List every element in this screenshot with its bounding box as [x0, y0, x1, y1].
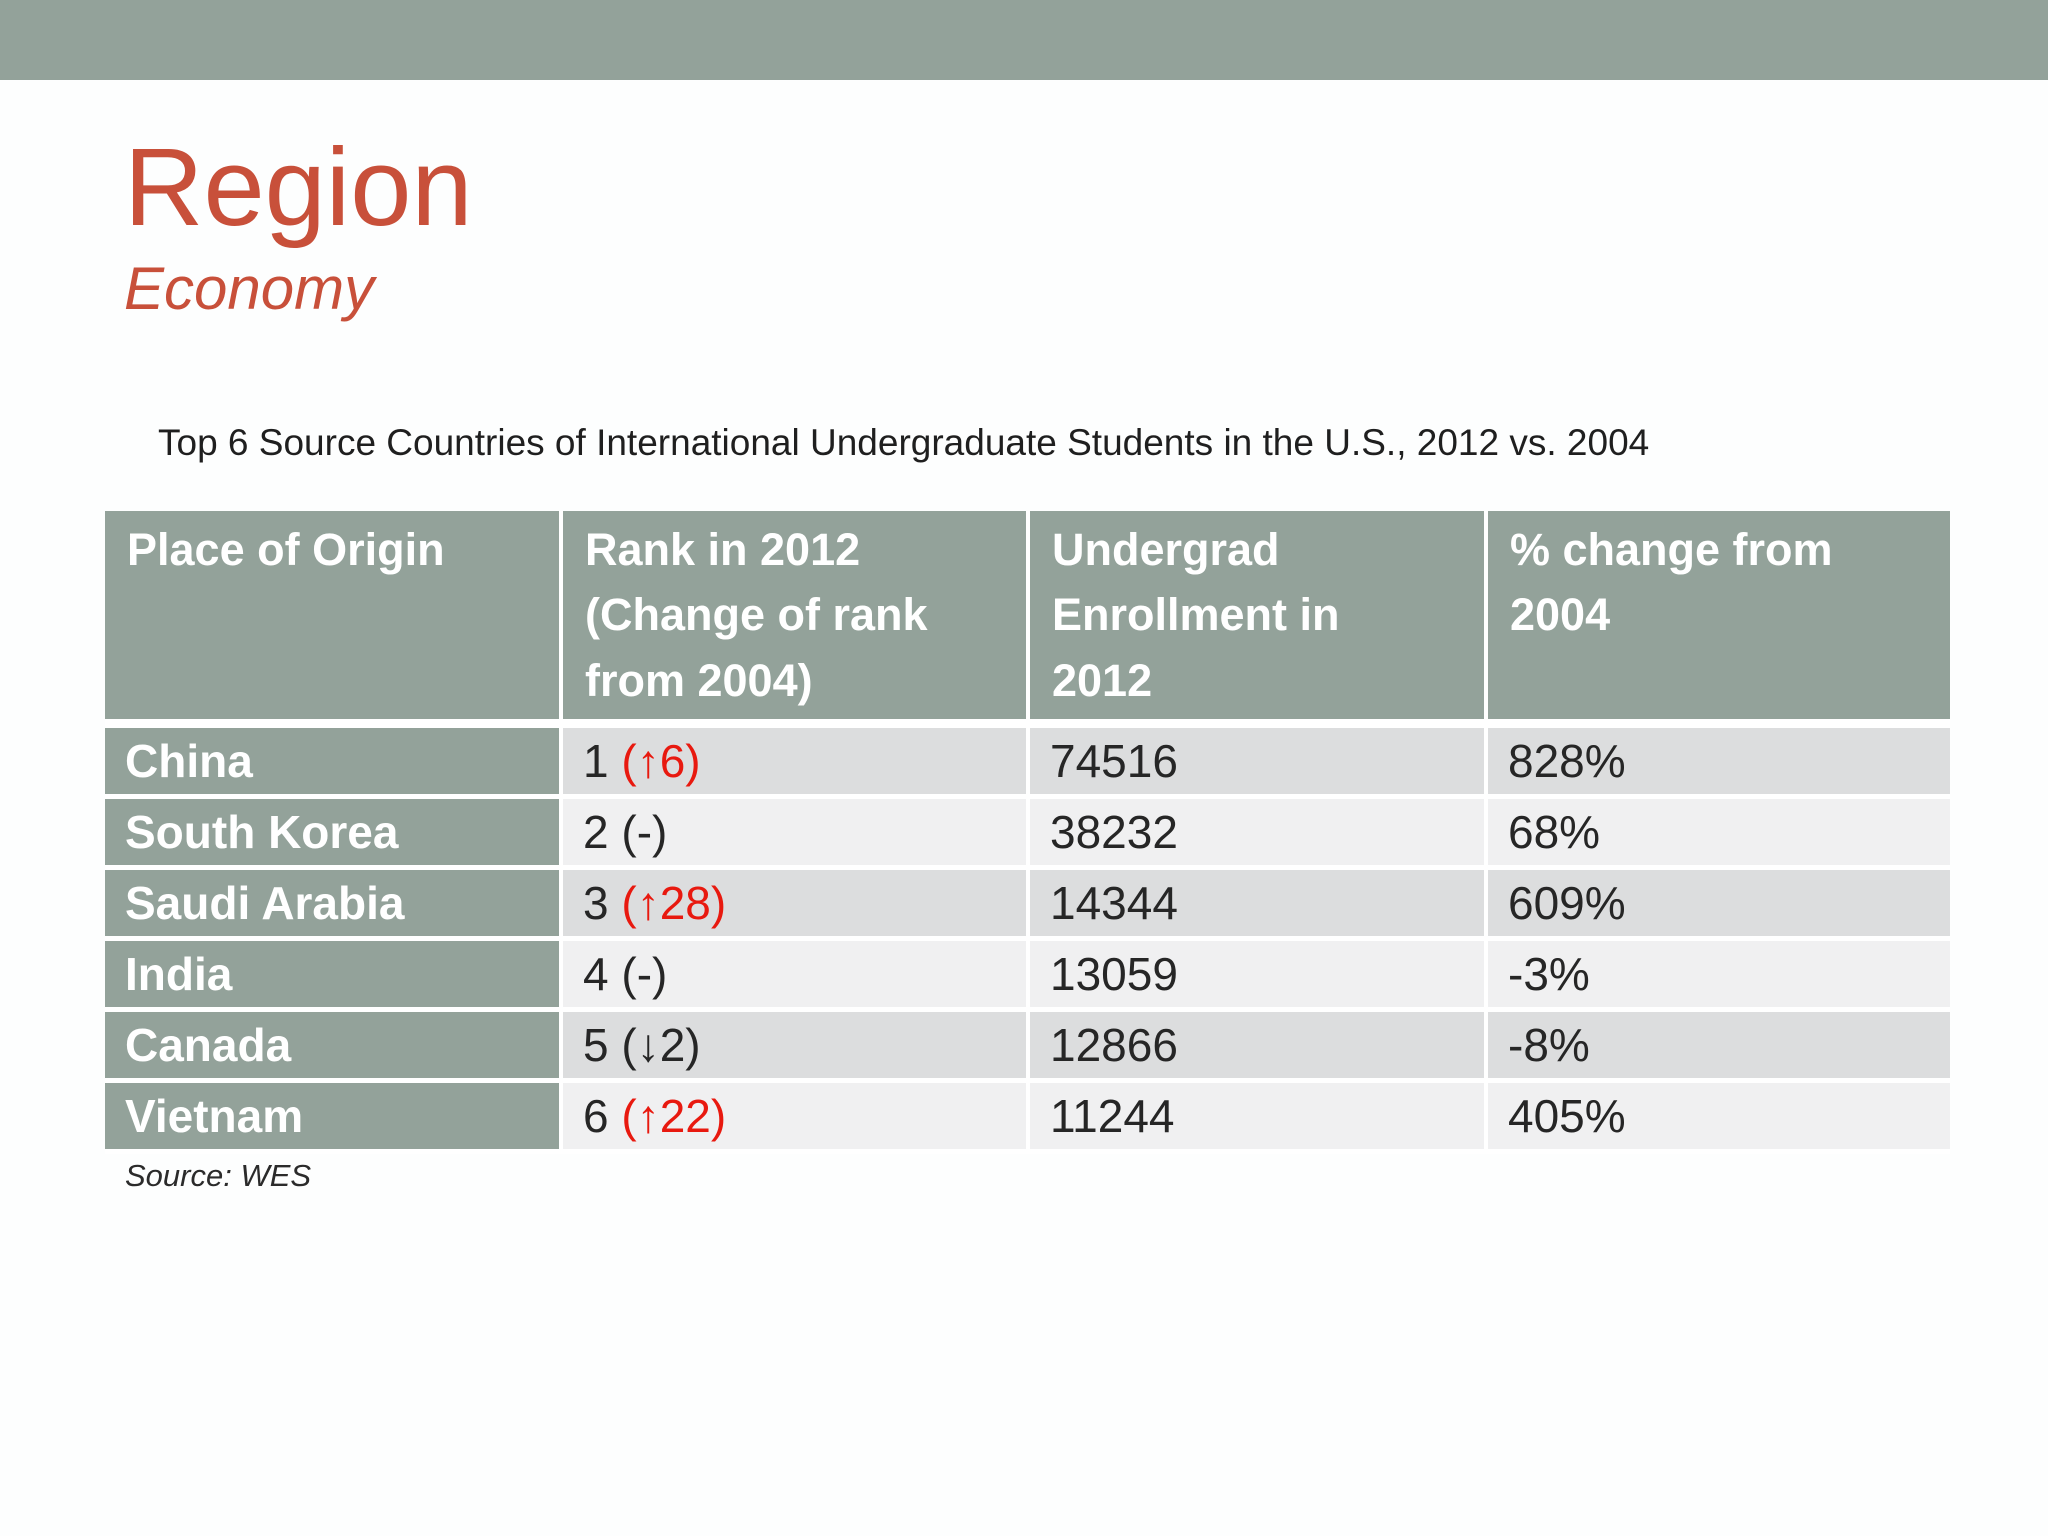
rank-value: 2: [583, 805, 622, 858]
rank-value: 6: [583, 1089, 622, 1142]
rank-change-value: (↑6): [621, 734, 701, 787]
slide-title: Region: [124, 126, 473, 249]
table-header-row: Place of Origin Rank in 2012 (Change of …: [105, 511, 1950, 728]
rank-cell: 3 (↑28): [563, 869, 1030, 941]
origin-cell: Canada: [105, 1011, 563, 1083]
enrollment-cell: 14344: [1030, 869, 1488, 941]
students-table: Place of Origin Rank in 2012 (Change of …: [105, 511, 1950, 1154]
pct-change-cell: 828%: [1488, 727, 1950, 799]
top-accent-bar: [0, 0, 2048, 80]
rank-value: 4: [583, 947, 622, 1000]
table-row: China 1 (↑6) 74516 828%: [105, 727, 1950, 799]
rank-cell: 2 (-): [563, 798, 1030, 870]
rank-cell: 1 (↑6): [563, 727, 1030, 799]
rank-value: 3: [583, 876, 622, 929]
enrollment-cell: 38232: [1030, 798, 1488, 870]
source-note: Source: WES: [125, 1158, 312, 1193]
rank-cell: 4 (-): [563, 940, 1030, 1012]
rank-value: 1: [583, 734, 622, 787]
pct-change-cell: 609%: [1488, 869, 1950, 941]
origin-cell: Vietnam: [105, 1082, 563, 1154]
enrollment-cell: 13059: [1030, 940, 1488, 1012]
slide-subtitle: Economy: [124, 255, 375, 322]
table-row: Vietnam 6 (↑22) 11244 405%: [105, 1082, 1950, 1154]
enrollment-cell: 12866: [1030, 1011, 1488, 1083]
origin-cell: India: [105, 940, 563, 1012]
rank-cell: 6 (↑22): [563, 1082, 1030, 1154]
pct-change-cell: -3%: [1488, 940, 1950, 1012]
table-row: India 4 (-) 13059 -3%: [105, 940, 1950, 1012]
table-row: Canada 5 (↓2) 12866 -8%: [105, 1011, 1950, 1083]
origin-cell: Saudi Arabia: [105, 869, 563, 941]
column-header-place-of-origin: Place of Origin: [105, 511, 563, 728]
column-header-rank-2012: Rank in 2012 (Change of rank from 2004): [563, 511, 1030, 728]
column-header-undergrad-enrollment: Undergrad Enrollment in 2012: [1030, 511, 1488, 728]
rank-value: 5: [583, 1018, 622, 1071]
table-row: South Korea 2 (-) 38232 68%: [105, 798, 1950, 870]
rank-change-value: (↓2): [621, 1018, 701, 1071]
rank-change-value: (-): [621, 947, 668, 1000]
pct-change-cell: 68%: [1488, 798, 1950, 870]
origin-cell: China: [105, 727, 563, 799]
table-body: China 1 (↑6) 74516 828% South Korea 2 (-…: [105, 727, 1950, 1154]
rank-cell: 5 (↓2): [563, 1011, 1030, 1083]
rank-change-value: (-): [621, 805, 668, 858]
pct-change-cell: 405%: [1488, 1082, 1950, 1154]
enrollment-cell: 11244: [1030, 1082, 1488, 1154]
rank-change-value: (↑28): [621, 876, 727, 929]
table-row: Saudi Arabia 3 (↑28) 14344 609%: [105, 869, 1950, 941]
table-caption: Top 6 Source Countries of International …: [158, 422, 1650, 463]
pct-change-cell: -8%: [1488, 1011, 1950, 1083]
origin-cell: South Korea: [105, 798, 563, 870]
rank-change-value: (↑22): [621, 1089, 727, 1142]
column-header-pct-change: % change from 2004: [1488, 511, 1950, 728]
enrollment-cell: 74516: [1030, 727, 1488, 799]
